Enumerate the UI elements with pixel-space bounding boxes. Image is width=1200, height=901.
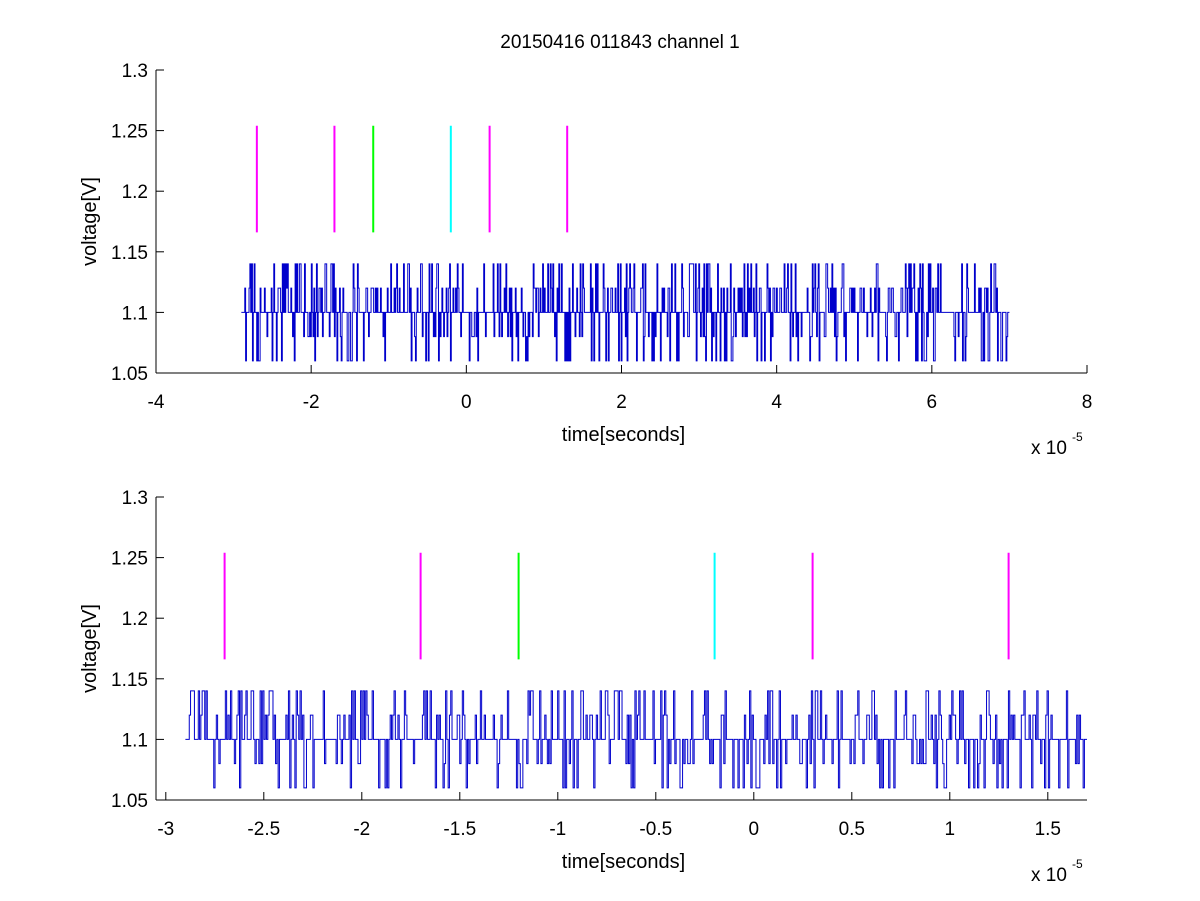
y-tick-label: 1.3 xyxy=(122,488,148,509)
x-tick-label: 1 xyxy=(945,819,956,840)
figure-title: 20150416 011843 channel 1 xyxy=(500,32,740,53)
y-tick-label: 1.1 xyxy=(122,730,148,751)
x-axis-title: time[seconds] xyxy=(562,424,685,446)
top-subplot: 1.05 1.1 1.15 1.2 1.25 1.3 -4 -2 0 2 4 6 8 time[secon… xyxy=(79,61,1092,459)
signal-trace xyxy=(185,690,1087,789)
x-multiplier-label: x 10 xyxy=(1031,865,1067,886)
y-tick-label: 1.25 xyxy=(111,549,148,570)
x-multiplier-exponent: -5 xyxy=(1072,857,1083,871)
y-tick-label: 1.2 xyxy=(122,182,148,203)
x-tick-label: 0 xyxy=(461,392,472,413)
y-tick-label: 1.2 xyxy=(122,609,148,630)
y-tick-label: 1.15 xyxy=(111,243,148,264)
x-tick-label: -2 xyxy=(303,392,320,413)
x-multiplier-label: x 10 xyxy=(1031,438,1067,459)
bottom-subplot: 1.05 1.1 1.15 1.2 1.25 1.3 -3 -2.5 -2 -1.5 -1 -0.5 0… xyxy=(79,488,1087,886)
x-tick-label: 2 xyxy=(616,392,627,413)
y-tick-label: 1.1 xyxy=(122,303,148,324)
x-tick-label: 0.5 xyxy=(839,819,865,840)
x-multiplier-exponent: -5 xyxy=(1072,430,1083,444)
x-tick-label: 1.5 xyxy=(1035,819,1061,840)
y-tick-label: 1.25 xyxy=(111,122,148,143)
y-tick-label: 1.05 xyxy=(111,364,148,385)
x-tick-label: -4 xyxy=(148,392,165,413)
x-tick-label: -3 xyxy=(157,819,174,840)
y-tick-label: 1.05 xyxy=(111,791,148,812)
x-tick-label: -2 xyxy=(353,819,370,840)
y-tick-label: 1.15 xyxy=(111,670,148,691)
signal-trace xyxy=(241,263,1010,362)
y-tick-label: 1.3 xyxy=(122,61,148,82)
y-axis-title: voltage[V] xyxy=(79,177,101,266)
x-axis-title: time[seconds] xyxy=(562,851,685,873)
x-tick-label: -0.5 xyxy=(639,819,672,840)
x-tick-label: -1.5 xyxy=(443,819,476,840)
y-axis-title: voltage[V] xyxy=(79,604,101,693)
x-tick-label: -1 xyxy=(549,819,566,840)
x-tick-label: 0 xyxy=(749,819,760,840)
x-tick-label: 4 xyxy=(771,392,782,413)
x-tick-label: 8 xyxy=(1082,392,1093,413)
x-tick-label: -2.5 xyxy=(247,819,280,840)
x-tick-label: 6 xyxy=(927,392,938,413)
